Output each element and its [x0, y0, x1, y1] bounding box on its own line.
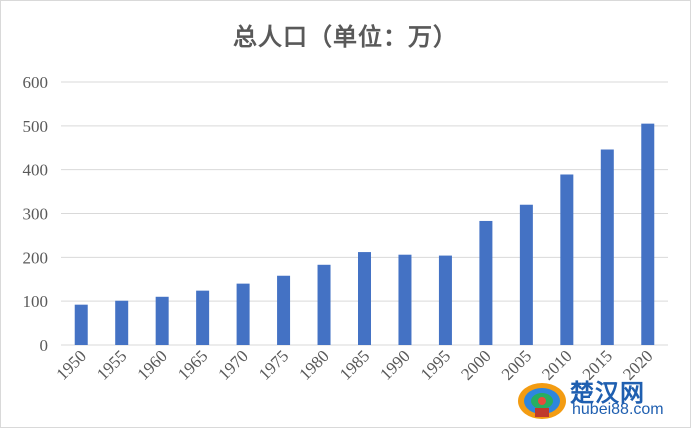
bar [519, 204, 533, 345]
x-tick-label: 1985 [336, 346, 373, 383]
y-tick-label: 500 [23, 117, 49, 136]
watermark-url: hubei88.com [572, 401, 664, 418]
bar [600, 149, 614, 345]
bar [196, 290, 210, 345]
bar [115, 300, 129, 345]
bar [358, 252, 371, 345]
x-tick-label: 1965 [174, 346, 211, 383]
x-tick-label: 1950 [53, 346, 90, 383]
watermark: 楚汉网 hubei88.com [514, 375, 684, 423]
x-tick-label: 1960 [134, 346, 171, 383]
y-tick-label: 100 [23, 292, 49, 311]
y-tick-label: 0 [40, 336, 49, 355]
bar [236, 283, 250, 345]
x-tick-label: 1980 [295, 346, 332, 383]
bar [438, 255, 452, 345]
bar [74, 304, 88, 345]
bar [277, 275, 291, 345]
x-tick-label: 1955 [93, 346, 130, 383]
x-tick-label: 2000 [457, 346, 494, 383]
chart-title: 总人口（单位：万） [233, 23, 458, 51]
watermark-logo-icon [518, 383, 566, 419]
x-tick-label: 1975 [255, 346, 292, 383]
bar [398, 254, 412, 345]
bar [317, 264, 331, 345]
y-tick-label: 400 [23, 161, 49, 180]
x-tick-label: 1990 [376, 346, 413, 383]
watermark-site-name: 楚汉网 [570, 379, 645, 407]
y-tick-label: 300 [23, 205, 49, 224]
bar [479, 220, 493, 345]
y-tick-label: 200 [23, 248, 49, 267]
x-tick-label: 1970 [214, 346, 251, 383]
x-tick-label: 1995 [417, 346, 454, 383]
bar [560, 174, 574, 345]
bar [641, 123, 655, 346]
y-tick-label: 600 [23, 73, 49, 92]
bar [155, 296, 169, 345]
